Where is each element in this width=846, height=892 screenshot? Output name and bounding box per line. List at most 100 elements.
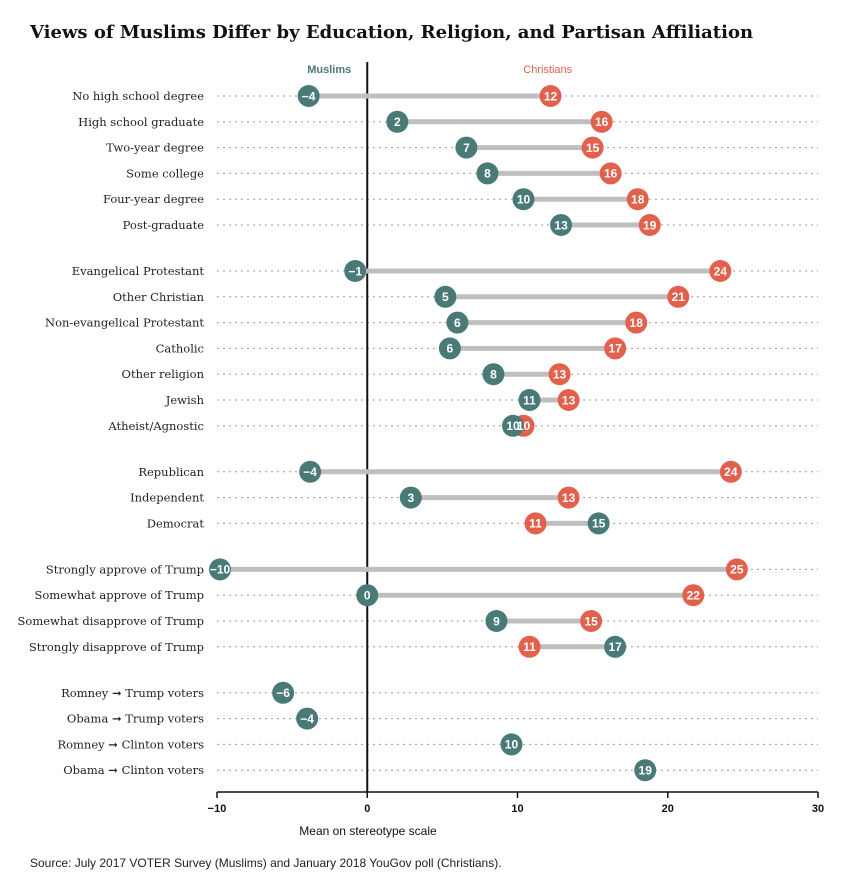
category-label: Romney ➞ Trump voters [61, 686, 204, 700]
muslims-label: −4 [302, 89, 316, 103]
christians-point [604, 337, 627, 360]
christians-point [638, 214, 661, 236]
christians-label: 10 [517, 419, 531, 433]
christians-point [709, 260, 732, 282]
muslims-point [438, 337, 461, 360]
muslims-point [446, 311, 469, 334]
category-label: Evangelical Protestant [72, 264, 205, 278]
muslims-point [386, 110, 409, 133]
muslims-label: 3 [407, 491, 414, 505]
category-label: Republican [138, 465, 204, 479]
muslims-point [399, 486, 422, 509]
muslims-label: 0 [364, 589, 371, 603]
x-tick-label: 30 [812, 803, 824, 815]
category-label: Catholic [156, 341, 204, 355]
christians-label: 19 [643, 218, 657, 232]
muslims-label: −4 [303, 465, 317, 479]
muslims-label: −1 [348, 264, 362, 278]
christians-label: 15 [586, 141, 600, 155]
christians-point [580, 610, 603, 632]
christians-point [518, 635, 541, 658]
muslims-label: 9 [493, 614, 500, 628]
christians-label: 13 [553, 368, 567, 382]
christians-point [719, 460, 742, 483]
muslims-label: −10 [210, 563, 231, 577]
legend-muslims: Muslims [307, 64, 351, 76]
muslims-point [485, 610, 508, 632]
christians-label: 24 [714, 264, 728, 278]
christians-point [539, 85, 562, 107]
category-label: Other Christian [113, 290, 205, 304]
muslims-point [209, 558, 232, 581]
muslims-point [297, 85, 320, 107]
muslims-point [518, 389, 541, 411]
christians-label: 17 [608, 342, 622, 356]
muslims-label: −6 [276, 686, 290, 700]
christians-point [581, 136, 604, 159]
x-tick-label: 10 [511, 803, 523, 815]
christians-point [557, 389, 580, 411]
muslims-label: 8 [490, 368, 497, 382]
category-label: Obama ➞ Clinton voters [63, 763, 204, 777]
christians-label: 22 [687, 589, 701, 603]
category-label: Four-year degree [103, 192, 204, 206]
category-label: Somewhat disapprove of Trump [18, 614, 204, 628]
christians-point [548, 363, 571, 386]
christians-point [590, 110, 613, 133]
christians-label: 25 [730, 563, 744, 577]
christians-point [667, 285, 690, 308]
muslims-label: 10 [506, 419, 520, 433]
christians-point [524, 512, 547, 535]
muslims-label: 6 [447, 342, 454, 356]
x-axis-title: Mean on stereotype scale [299, 824, 437, 838]
category-label: Independent [130, 491, 204, 505]
muslims-label: −4 [300, 712, 314, 726]
category-label: High school graduate [78, 115, 204, 129]
christians-label: 18 [631, 193, 645, 207]
muslims-point [272, 681, 295, 704]
muslims-label: 2 [394, 115, 401, 129]
christians-label: 16 [595, 115, 609, 129]
muslims-label: 10 [517, 193, 531, 207]
muslims-label: 11 [523, 393, 536, 407]
category-label: Romney ➞ Clinton voters [57, 737, 204, 751]
christians-point [626, 188, 649, 211]
muslims-label: 6 [454, 316, 461, 330]
muslims-point [482, 363, 505, 386]
x-tick-label: 20 [662, 803, 674, 815]
christians-point [625, 311, 648, 334]
muslims-point [455, 136, 478, 159]
christians-label: 24 [724, 465, 738, 479]
category-label: Strongly approve of Trump [46, 562, 204, 576]
christians-label: 11 [523, 640, 536, 654]
muslims-label: 13 [554, 218, 568, 232]
muslims-point [476, 162, 499, 185]
category-label: Other religion [122, 367, 205, 381]
muslims-point [500, 733, 523, 756]
christians-point [682, 584, 705, 607]
muslims-point [356, 584, 379, 607]
muslims-point [344, 260, 367, 282]
christians-label: 13 [562, 491, 576, 505]
christians-label: 13 [562, 393, 576, 407]
muslims-label: 15 [592, 517, 606, 531]
christians-point [599, 162, 622, 185]
category-label: Democrat [147, 516, 205, 530]
muslims-label: 10 [505, 738, 519, 752]
x-tick-label: 0 [364, 803, 370, 815]
muslims-label: 8 [484, 167, 491, 181]
category-label: Jewish [165, 393, 205, 407]
category-label: Post-graduate [123, 218, 205, 232]
muslims-label: 7 [463, 141, 470, 155]
christians-label: 15 [584, 614, 598, 628]
christians-label: 21 [672, 290, 686, 304]
category-label: Some college [126, 166, 204, 180]
muslims-point [587, 512, 610, 535]
muslims-point [501, 414, 524, 437]
source-note: Source: July 2017 VOTER Survey (Muslims)… [30, 856, 502, 870]
christians-point [557, 486, 580, 509]
category-label: Strongly disapprove of Trump [29, 640, 204, 654]
category-label: Atheist/Agnostic [107, 419, 204, 433]
category-label: Non-evangelical Protestant [45, 316, 204, 330]
muslims-point [512, 188, 535, 211]
